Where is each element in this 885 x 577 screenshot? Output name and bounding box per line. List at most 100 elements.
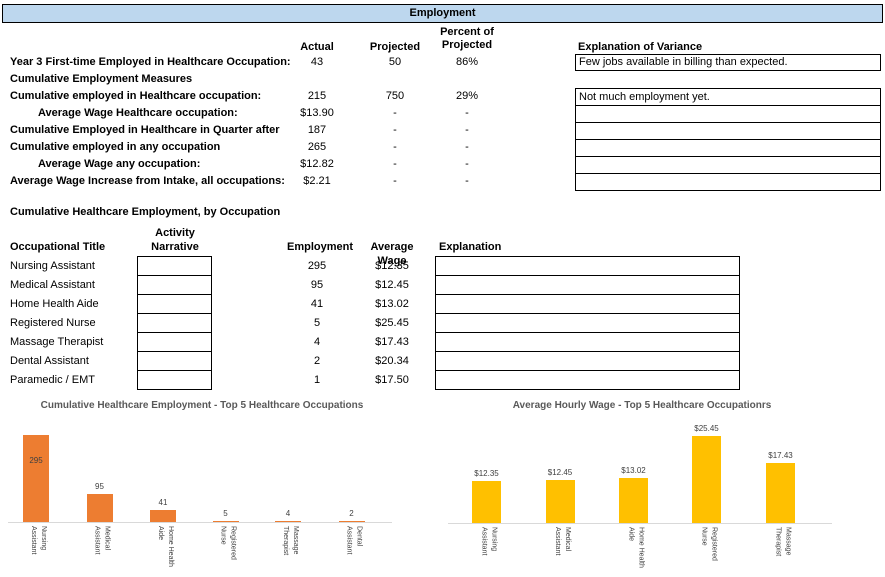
narrative-input[interactable] bbox=[137, 332, 212, 352]
category-label-home-health-aide: Home Health Aide bbox=[627, 527, 645, 568]
summary-percent-value: - bbox=[465, 175, 469, 187]
chart-cumulative-healthcare-employment-top-5-h: Cumulative Healthcare Employment - Top 5… bbox=[8, 398, 396, 577]
variance-input-row-1[interactable]: Not much employment yet. bbox=[575, 88, 881, 106]
employment-value: 95 bbox=[310, 279, 324, 291]
variance-year3-text: Few jobs available in billing than expec… bbox=[579, 56, 788, 68]
occupation-title: Home Health Aide bbox=[10, 298, 99, 310]
occupation-title: Paramedic / EMT bbox=[10, 374, 95, 386]
employment-value: 41 bbox=[310, 298, 324, 310]
summary-projected-value: - bbox=[393, 124, 397, 136]
bar-nursing-assistant bbox=[23, 435, 49, 522]
explanation-input[interactable] bbox=[435, 332, 740, 352]
occupation-row-home-health-aide: Home Health Aide 41 $13.02 bbox=[0, 294, 885, 314]
variance-input-row-3[interactable] bbox=[575, 122, 881, 140]
summary-row-label: Cumulative employed in any occupation bbox=[10, 141, 221, 153]
data-label-dental-assistant: 2 bbox=[349, 509, 354, 518]
average-wage-value: $17.50 bbox=[375, 374, 409, 386]
average-wage-value: $17.43 bbox=[375, 336, 409, 348]
average-wage-value: $25.45 bbox=[375, 317, 409, 329]
data-label-registered-nurse: $25.45 bbox=[694, 424, 719, 433]
explanation-input[interactable] bbox=[435, 370, 740, 390]
employment-value: 5 bbox=[313, 317, 321, 329]
summary-percent-value: - bbox=[465, 141, 469, 153]
summary-actual-value: $13.90 bbox=[300, 107, 334, 119]
variance-input-row-2[interactable] bbox=[575, 105, 881, 123]
variance-input-row-6[interactable] bbox=[575, 173, 881, 191]
variance-input-row-4[interactable] bbox=[575, 139, 881, 157]
summary-percent-value: - bbox=[465, 158, 469, 170]
narrative-input[interactable] bbox=[137, 351, 212, 371]
narrative-input[interactable] bbox=[137, 256, 212, 276]
data-label-massage-therapist: $17.43 bbox=[768, 451, 793, 460]
occupation-row-paramedic-emt: Paramedic / EMT 1 $17.50 bbox=[0, 370, 885, 390]
employment-value: 295 bbox=[307, 260, 327, 272]
summary-projected-value: 50 bbox=[388, 56, 402, 68]
explanation-input[interactable] bbox=[435, 294, 740, 314]
summary-projected-value: - bbox=[393, 158, 397, 170]
bar-nursing-assistant bbox=[472, 481, 501, 523]
average-wage-value: $12.35 bbox=[375, 260, 409, 272]
occupation-title: Medical Assistant bbox=[10, 279, 95, 291]
occupation-section-title: Cumulative Healthcare Employment, by Occ… bbox=[10, 206, 281, 218]
narrative-input[interactable] bbox=[137, 275, 212, 295]
sheet-title: Employment bbox=[409, 7, 476, 19]
data-label-registered-nurse: 5 bbox=[223, 509, 228, 518]
summary-percent-value: - bbox=[465, 107, 469, 119]
summary-row-cumulative-employed-in-any-occ: Cumulative employed in any occupation 265… bbox=[0, 139, 885, 156]
category-label-medical-assistant: Medical Assistant bbox=[553, 527, 571, 556]
category-label-medical-assistant: Medical Assistant bbox=[93, 526, 111, 555]
summary-row-cumulative-employed-in-healthc: Cumulative Employed in Healthcare in Qua… bbox=[0, 122, 885, 139]
category-label-nursing-assistant: Nursing Assistant bbox=[29, 526, 47, 555]
col-header-explanation-of-variance: Explanation of Variance bbox=[578, 41, 703, 53]
chart-title: Average Hourly Wage - Top 5 Healthcare O… bbox=[512, 400, 772, 411]
variance-input-year3[interactable]: Few jobs available in billing than expec… bbox=[575, 54, 881, 71]
summary-row-year-3-first-time-employed-in-: Year 3 First-time Employed in Healthcare… bbox=[0, 54, 885, 71]
summary-actual-value: $12.82 bbox=[300, 158, 334, 170]
explanation-input[interactable] bbox=[435, 256, 740, 276]
explanation-input[interactable] bbox=[435, 313, 740, 333]
occupation-row-medical-assistant: Medical Assistant 95 $12.45 bbox=[0, 275, 885, 295]
summary-percent-value: 29% bbox=[455, 90, 479, 102]
summary-row-cumulative-employed-in-healthc: Cumulative employed in Healthcare occupa… bbox=[0, 88, 885, 105]
col-header-percent-of-projected: Percent of Projected bbox=[437, 26, 497, 52]
occupation-title: Registered Nurse bbox=[10, 317, 96, 329]
data-label-nursing-assistant: $12.35 bbox=[474, 469, 499, 478]
occupation-row-massage-therapist: Massage Therapist 4 $17.43 bbox=[0, 332, 885, 352]
data-label-nursing-assistant: 295 bbox=[29, 456, 43, 465]
narrative-input[interactable] bbox=[137, 294, 212, 314]
bar-registered-nurse bbox=[692, 436, 721, 523]
summary-actual-value: 265 bbox=[307, 141, 327, 153]
explanation-input[interactable] bbox=[435, 351, 740, 371]
col-header-projected: Projected bbox=[369, 41, 421, 53]
bar-dental-assistant bbox=[338, 521, 365, 522]
bar-medical-assistant bbox=[545, 480, 575, 523]
bar-massage-therapist bbox=[766, 463, 795, 523]
category-label-massage-therapist: Massage Therapist bbox=[281, 526, 299, 556]
occupation-row-registered-nurse: Registered Nurse 5 $25.45 bbox=[0, 313, 885, 333]
chart-average-hourly-wage-top-5-healthcare-occ: Average Hourly Wage - Top 5 Healthcare O… bbox=[448, 398, 836, 577]
data-label-massage-therapist: 4 bbox=[285, 509, 291, 518]
category-label-massage-therapist: Massage Therapist bbox=[774, 527, 792, 557]
percent-header-line1: Percent of bbox=[440, 26, 494, 38]
employment-value: 1 bbox=[313, 374, 321, 386]
summary-actual-value: $2.21 bbox=[303, 175, 331, 187]
data-label-medical-assistant: $12.45 bbox=[547, 468, 573, 477]
col-header-average-wage: Average Wage bbox=[370, 241, 414, 267]
summary-percent-value: 86% bbox=[455, 56, 479, 68]
summary-actual-value: 43 bbox=[310, 56, 324, 68]
occupation-title: Nursing Assistant bbox=[10, 260, 95, 272]
summary-row-label: Cumulative Employment Measures bbox=[10, 73, 193, 85]
narrative-input[interactable] bbox=[137, 370, 212, 390]
x-axis-line bbox=[8, 522, 392, 523]
category-label-nursing-assistant: Nursing Assistant bbox=[480, 527, 498, 556]
variance-input-row-5[interactable] bbox=[575, 156, 881, 174]
bar-home-health-aide bbox=[619, 478, 648, 523]
summary-projected-value: - bbox=[393, 175, 397, 187]
percent-header-line2: Projected bbox=[441, 39, 493, 51]
narrative-input[interactable] bbox=[137, 313, 212, 333]
summary-row-label: Year 3 First-time Employed in Healthcare… bbox=[10, 56, 291, 68]
summary-projected-value: - bbox=[393, 141, 397, 153]
x-axis-line bbox=[448, 523, 832, 524]
explanation-input[interactable] bbox=[435, 275, 740, 295]
